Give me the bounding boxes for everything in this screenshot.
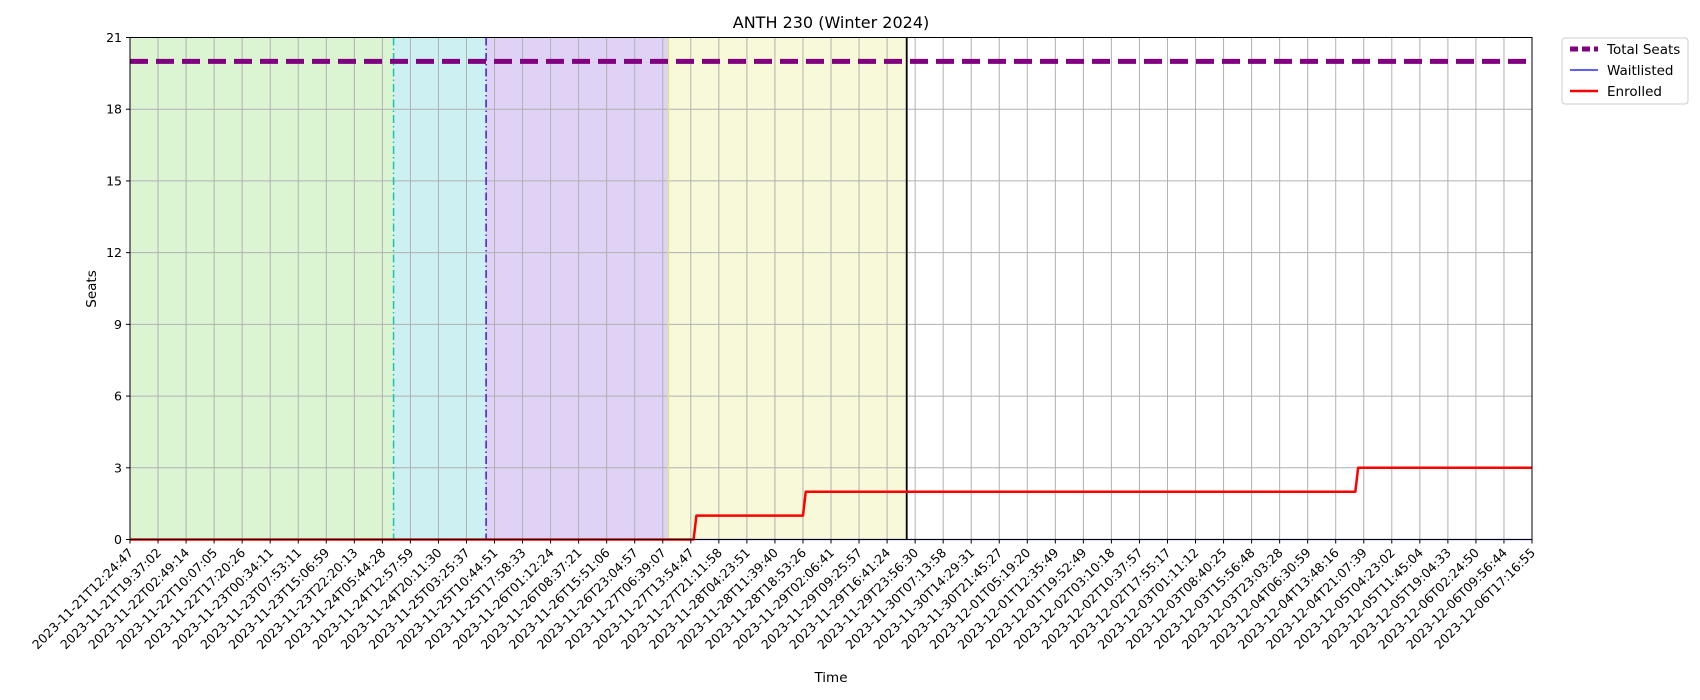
period-band-0: [130, 37, 394, 540]
y-tick-label: 9: [114, 317, 122, 332]
legend-label-0: Total Seats: [1606, 42, 1680, 58]
y-tick-label: 21: [106, 30, 122, 45]
period-bands: [130, 37, 907, 540]
y-tick-label: 0: [114, 532, 122, 547]
period-band-3: [668, 37, 907, 540]
y-tick-label: 3: [114, 460, 122, 475]
legend-label-2: Enrolled: [1607, 84, 1662, 100]
y-tick-label: 15: [106, 173, 122, 188]
grid-lines: [129, 37, 1533, 540]
chart-title: ANTH 230 (Winter 2024): [733, 13, 929, 32]
legend: Total Seats Waitlisted Enrolled: [1561, 37, 1689, 105]
series-line-2: [130, 466, 1532, 541]
y-tick-label: 12: [106, 245, 122, 260]
y-tick-label: 6: [114, 389, 122, 404]
legend-label-1: Waitlisted: [1607, 63, 1674, 79]
x-axis-label: Time: [813, 670, 847, 686]
period-band-1: [393, 37, 487, 540]
y-axis-label: Seats: [84, 270, 100, 307]
y-axis-ticks: 0 3 6 9 12 15 18 21: [106, 30, 130, 547]
legend-box: [1561, 37, 1689, 105]
y-tick-label: 18: [106, 102, 122, 117]
period-divider-lines: [392, 37, 908, 540]
period-band-2: [486, 37, 669, 540]
